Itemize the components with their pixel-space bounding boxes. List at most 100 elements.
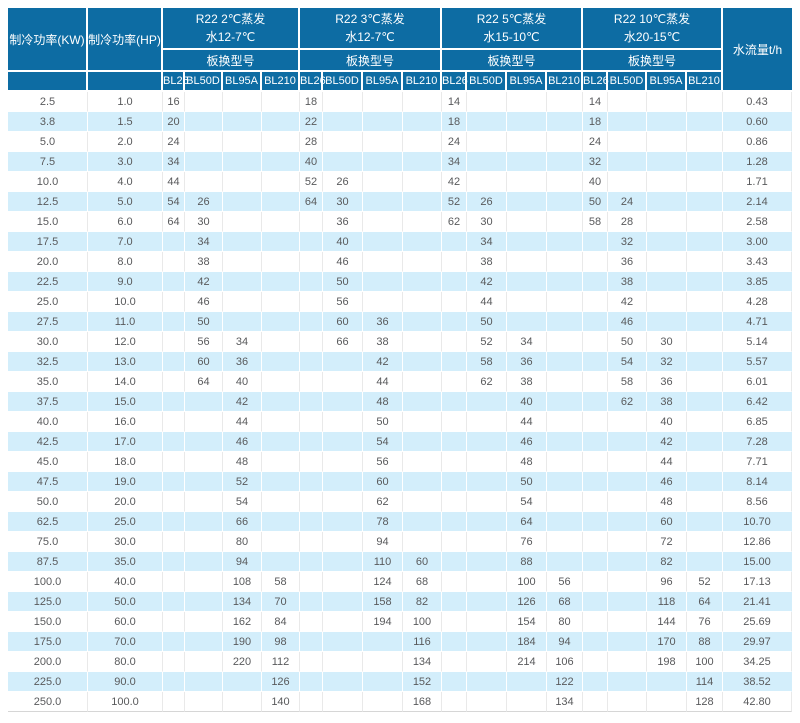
header-group-4: R22 10℃蒸发 水20-15℃ (583, 8, 723, 50)
kw-cell: 125.0 (8, 592, 88, 612)
value-cell: 52 (467, 332, 507, 352)
value-cell (647, 172, 687, 192)
value-cell: 110 (363, 552, 403, 572)
flow-cell: 0.60 (723, 112, 792, 132)
value-cell (442, 672, 467, 692)
value-cell: 24 (163, 132, 185, 152)
flow-cell: 6.42 (723, 392, 792, 412)
value-cell: 100 (403, 612, 442, 632)
flow-cell: 12.86 (723, 532, 792, 552)
value-cell (608, 552, 647, 572)
kw-cell: 100.0 (8, 572, 88, 592)
table-row: 62.5 25.0 66 78 64 60 10.70 (8, 512, 792, 532)
value-cell (403, 212, 442, 232)
table-row: 7.5 3.0 34 40 34 32 1.28 (8, 152, 792, 172)
table-row: 27.5 11.0 50 60 36 50 46 4.71 (8, 312, 792, 332)
value-cell: 30 (647, 332, 687, 352)
value-cell (363, 292, 403, 312)
header-model-label-4: 板换型号 (583, 50, 723, 72)
value-cell (442, 312, 467, 332)
header-model: BL26 (583, 72, 609, 92)
value-cell (163, 352, 185, 372)
value-cell: 42 (442, 172, 467, 192)
value-cell (363, 192, 403, 212)
table-row: 2.5 1.0 16 18 14 14 0.43 (8, 92, 792, 112)
value-cell: 78 (363, 512, 403, 532)
value-cell (442, 692, 467, 712)
value-cell (687, 312, 723, 332)
value-cell (363, 112, 403, 132)
value-cell: 40 (647, 412, 687, 432)
value-cell (583, 312, 608, 332)
value-cell: 84 (262, 612, 300, 632)
value-cell (323, 492, 363, 512)
value-cell (467, 572, 507, 592)
hp-cell: 6.0 (88, 212, 163, 232)
value-cell: 54 (163, 192, 185, 212)
value-cell: 26 (185, 192, 223, 212)
value-cell (163, 432, 185, 452)
value-cell: 52 (223, 472, 262, 492)
value-cell (647, 672, 687, 692)
value-cell (507, 112, 547, 132)
hp-cell: 70.0 (88, 632, 163, 652)
value-cell (300, 392, 323, 412)
value-cell (608, 92, 647, 112)
value-cell (547, 292, 583, 312)
value-cell (262, 112, 300, 132)
value-cell (547, 272, 583, 292)
value-cell (687, 452, 723, 472)
table-row: 17.5 7.0 34 40 34 32 3.00 (8, 232, 792, 252)
flow-cell: 10.70 (723, 512, 792, 532)
value-cell (323, 512, 363, 532)
value-cell: 82 (403, 592, 442, 612)
table-row: 87.5 35.0 94 110 60 88 82 15.00 (8, 552, 792, 572)
value-cell: 36 (363, 312, 403, 332)
header-hp: 制冷功率(HP) (88, 8, 163, 72)
value-cell: 32 (583, 152, 608, 172)
value-cell (163, 512, 185, 532)
value-cell (262, 312, 300, 332)
value-cell (223, 292, 262, 312)
table-row: 15.0 6.0 64 30 36 62 30 58 28 2.58 (8, 212, 792, 232)
flow-cell: 17.13 (723, 572, 792, 592)
value-cell (442, 612, 467, 632)
value-cell: 154 (507, 612, 547, 632)
value-cell: 66 (223, 512, 262, 532)
value-cell (300, 432, 323, 452)
value-cell: 94 (223, 552, 262, 572)
value-cell: 50 (507, 472, 547, 492)
value-cell (687, 332, 723, 352)
value-cell: 34 (442, 152, 467, 172)
value-cell (185, 492, 223, 512)
table-row: 5.0 2.0 24 28 24 24 0.86 (8, 132, 792, 152)
value-cell (507, 232, 547, 252)
value-cell (467, 92, 507, 112)
value-cell (467, 472, 507, 492)
flow-cell: 3.43 (723, 252, 792, 272)
value-cell (163, 252, 185, 272)
table-row: 100.0 40.0 108 58 124 68 100 56 96 52 17.13 (8, 572, 792, 592)
value-cell (547, 392, 583, 412)
value-cell (547, 552, 583, 572)
value-cell (647, 152, 687, 172)
value-cell (223, 112, 262, 132)
value-cell: 34 (507, 332, 547, 352)
value-cell: 54 (507, 492, 547, 512)
value-cell (547, 212, 583, 232)
value-cell (687, 532, 723, 552)
value-cell (687, 492, 723, 512)
value-cell (507, 672, 547, 692)
table-row: 32.5 13.0 60 36 42 58 36 54 32 5.57 (8, 352, 792, 372)
value-cell: 100 (507, 572, 547, 592)
value-cell: 106 (547, 652, 583, 672)
value-cell (507, 132, 547, 152)
value-cell (442, 272, 467, 292)
kw-cell: 30.0 (8, 332, 88, 352)
value-cell: 96 (647, 572, 687, 592)
value-cell (163, 372, 185, 392)
value-cell (547, 512, 583, 532)
value-cell (323, 352, 363, 372)
value-cell (262, 92, 300, 112)
value-cell (323, 432, 363, 452)
